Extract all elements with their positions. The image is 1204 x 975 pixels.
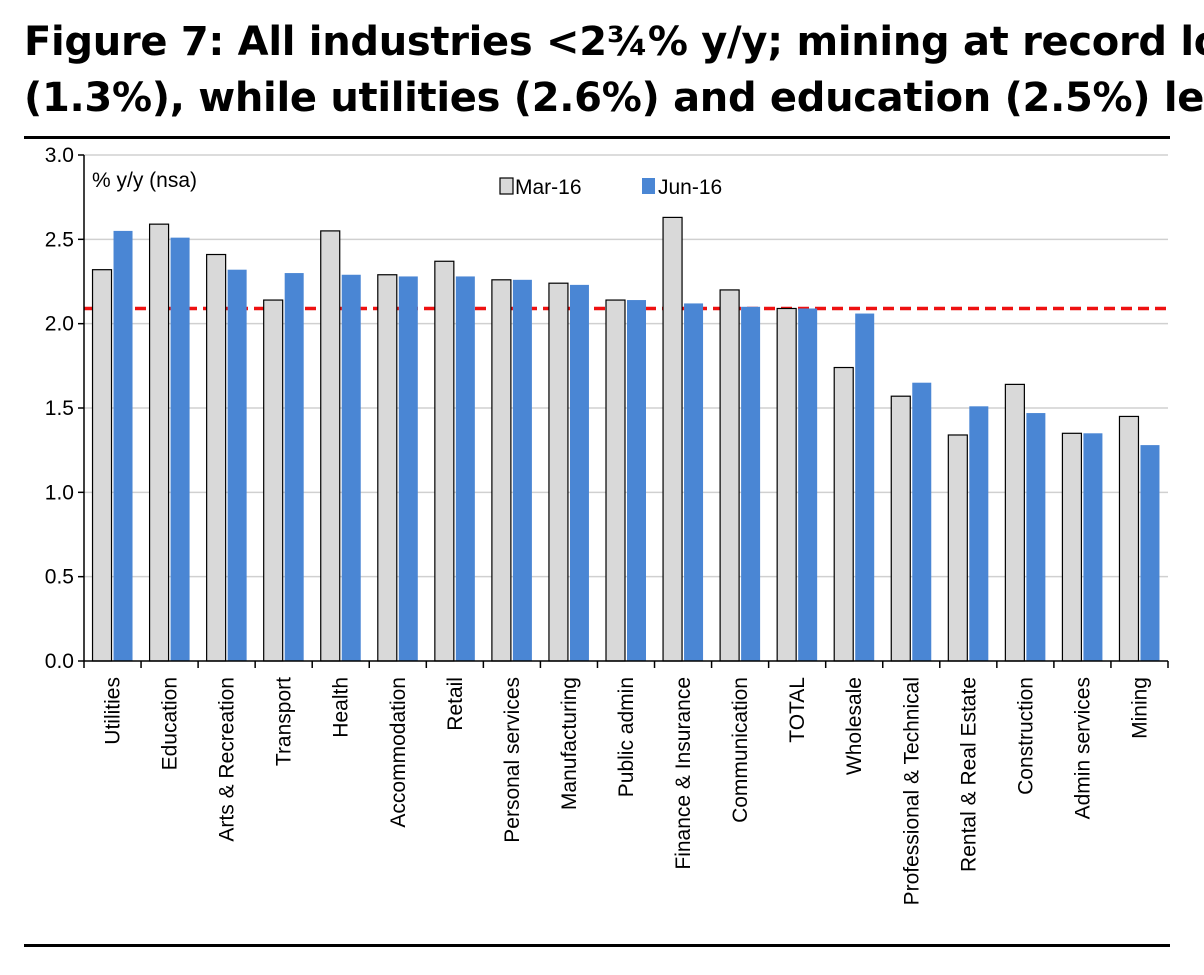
legend-label-jun16: Jun-16 xyxy=(658,176,722,199)
bar-jun16 xyxy=(627,300,646,661)
title-rule xyxy=(24,136,1170,139)
y-tick-label: 3.0 xyxy=(45,144,74,167)
chart-title-line-1: Figure 7: All industries <2¾% y/y; minin… xyxy=(24,19,1204,65)
bar-mar16 xyxy=(776,307,797,662)
bar-jun16 xyxy=(455,276,475,661)
category-label: TOTAL xyxy=(786,677,809,743)
bar-jun16 xyxy=(912,382,932,661)
bar-mar16 xyxy=(263,299,284,662)
unit-label: % y/y (nsa) xyxy=(92,169,197,192)
y-tick-label: 1.0 xyxy=(45,481,74,504)
category-label: Admin services xyxy=(1071,677,1094,819)
bars xyxy=(91,216,1160,662)
bar-jun16 xyxy=(855,313,875,661)
bar-mar16 xyxy=(605,299,626,662)
bar-mar16 xyxy=(890,395,911,662)
y-tick-label: 2.0 xyxy=(45,313,74,336)
bar-jun16 xyxy=(569,284,589,661)
axes xyxy=(78,154,1169,668)
category-label: Public admin xyxy=(615,677,638,797)
category-label: Personal services xyxy=(501,677,524,843)
bar-mar16 xyxy=(434,260,455,662)
y-tick-label: 2.5 xyxy=(45,228,74,251)
category-label: Accommodation xyxy=(387,677,410,828)
bar-jun16 xyxy=(798,308,818,661)
category-label: Transport xyxy=(273,677,296,766)
bar-jun16 xyxy=(512,279,532,661)
bar-jun16 xyxy=(113,230,133,661)
chart-title-line-2: (1.3%), while utilities (2.6%) and educa… xyxy=(24,75,1204,121)
bar-mar16 xyxy=(1004,383,1025,662)
bar-mar16 xyxy=(206,253,227,662)
bar-jun16 xyxy=(741,306,761,661)
y-tick-label: 0.0 xyxy=(45,650,74,673)
category-label: Mining xyxy=(1128,677,1151,739)
bar-mar16 xyxy=(1061,432,1083,662)
bar-mar16 xyxy=(148,223,170,662)
bar-mar16 xyxy=(320,230,341,662)
category-label: Finance & Insurance xyxy=(672,677,695,870)
bar-mar16 xyxy=(491,279,512,662)
bar-mar16 xyxy=(91,269,113,662)
category-label: Health xyxy=(330,677,353,738)
bar-mar16 xyxy=(719,289,740,662)
bar-jun16 xyxy=(227,269,247,661)
bar-jun16 xyxy=(341,274,361,661)
category-label: Arts & Recreation xyxy=(216,677,239,842)
legend: Mar-16 Jun-16 xyxy=(499,176,722,199)
footer-rule xyxy=(24,944,1170,947)
legend-swatch-mar16 xyxy=(499,177,514,195)
bar-jun16 xyxy=(284,273,304,661)
bar-jun16 xyxy=(684,303,704,661)
legend-swatch-jun16 xyxy=(642,178,655,194)
bar-mar16 xyxy=(662,216,683,662)
labels: 0.0 0.5 1.0 1.5 2.0 2.5 3.0 Utilities Education A… xyxy=(45,144,1152,905)
category-label: Construction xyxy=(1014,677,1037,795)
bar-jun16 xyxy=(1026,413,1046,661)
bar-jun16 xyxy=(398,276,418,661)
chart-title: Figure 7: All industries <2¾% y/y; minin… xyxy=(24,14,1204,126)
y-tick-label: 1.5 xyxy=(45,397,74,420)
category-label: Rental & Real Estate xyxy=(957,677,980,872)
category-label: Retail xyxy=(444,677,467,731)
bar-mar16 xyxy=(833,366,854,662)
bar-mar16 xyxy=(947,434,968,662)
bar-jun16 xyxy=(969,406,989,661)
category-label: Education xyxy=(159,677,182,770)
y-tick-label: 0.5 xyxy=(45,566,74,589)
bar-mar16 xyxy=(1118,415,1140,662)
bar-mar16 xyxy=(377,274,398,662)
bar-jun16 xyxy=(1083,433,1103,661)
bar-jun16 xyxy=(170,237,190,661)
category-label: Communication xyxy=(729,677,752,823)
category-label: Manufacturing xyxy=(558,677,581,810)
bar-jun16 xyxy=(1140,445,1160,661)
category-label: Utilities xyxy=(102,677,125,745)
category-label: Wholesale xyxy=(843,677,866,775)
bar-mar16 xyxy=(548,282,569,662)
legend-label-mar16: Mar-16 xyxy=(515,176,582,199)
category-label: Professional & Technical xyxy=(900,677,923,905)
